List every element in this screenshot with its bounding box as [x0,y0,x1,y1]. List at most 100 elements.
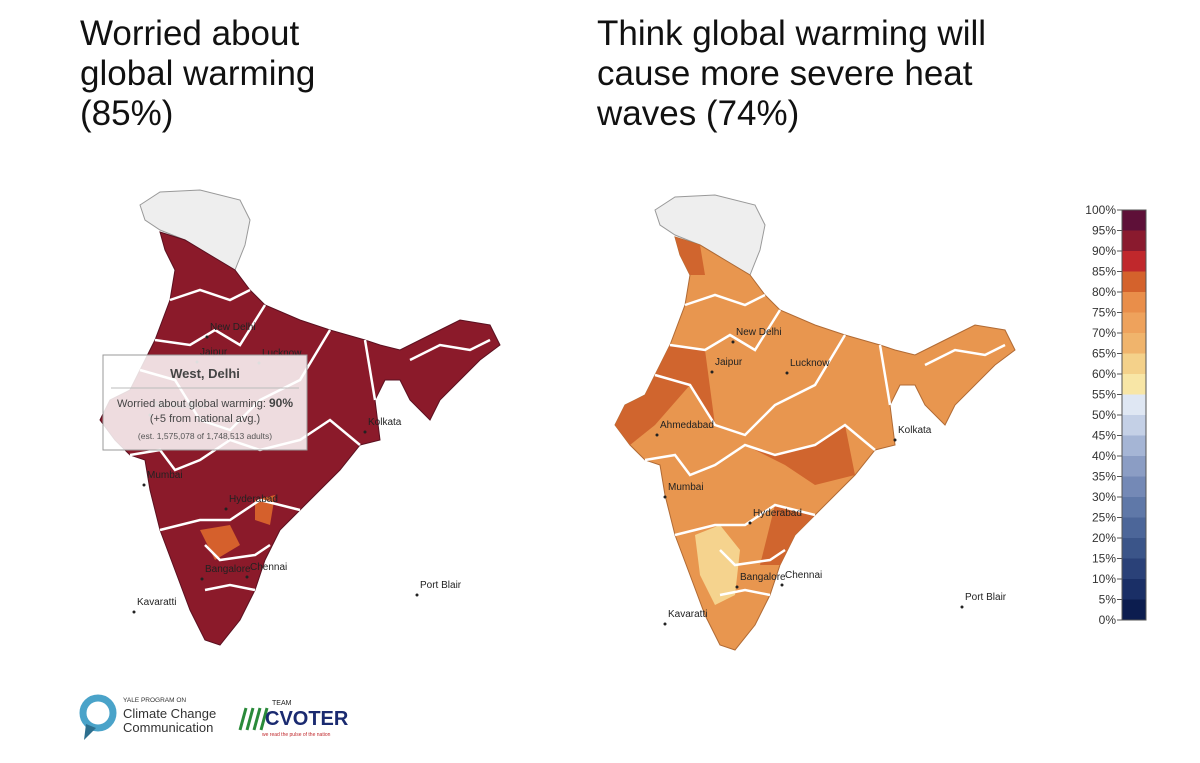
city-label: Mumbai [147,470,183,481]
city-dot [780,583,784,587]
logo-mark [79,694,117,732]
city-dot [960,605,964,609]
logo-mark [84,724,96,740]
city: Hyderabad [224,494,278,511]
city-label: Hyderabad [229,494,278,505]
logo-text: Climate Change [123,706,216,721]
region [200,525,240,560]
city: Mumbai [142,470,183,487]
city-label: Chennai [785,570,822,581]
city: Bangalore [200,564,251,581]
city: Port Blair [415,580,462,597]
city-label: Jaipur [200,347,228,358]
legend-label: 0% [1099,613,1117,627]
legend-label: 75% [1092,306,1116,320]
city-dot [748,521,752,525]
legend-swatch [1122,312,1146,333]
map-title: Think global warming will [597,14,986,53]
city-label: Bangalore [740,572,786,583]
city-dot [785,371,789,375]
logo-text: TEAM [272,700,292,707]
city-dot [710,370,714,374]
city-label: Kavaratti [137,597,176,608]
legend-swatch [1122,517,1146,538]
city-label: Ahmedabad [660,420,714,431]
tooltip-diff: (+5 from national avg.) [150,413,260,425]
city-label: Kolkata [368,417,402,428]
region [615,345,715,445]
legend-label: 95% [1092,224,1116,238]
legend-label: 40% [1092,449,1116,463]
map-left [99,189,501,646]
legend-label: 100% [1085,203,1116,217]
logo-cvoter: TEAM CVOTER we read the pulse of the nat… [238,700,349,738]
legend-label: 35% [1092,470,1116,484]
legend-swatch [1122,333,1146,354]
legend-swatch [1122,538,1146,559]
city: Lucknow [785,358,830,375]
city-dot [224,507,228,511]
legend-label: 65% [1092,347,1116,361]
legend-label: 30% [1092,490,1116,504]
legend-label: 85% [1092,265,1116,279]
city: Bangalore [735,572,786,589]
legend-label: 15% [1092,552,1116,566]
city: New Delhi [205,322,256,339]
legend-label: 80% [1092,285,1116,299]
region [695,525,740,605]
city-dot [142,483,146,487]
city-label: Port Blair [420,580,462,591]
map-right [614,194,1016,651]
city-dot [245,575,249,579]
city: Ahmedabad [655,420,714,437]
legend-label: 25% [1092,511,1116,525]
logo-text: we read the pulse of the nation [262,732,331,738]
city-label: Lucknow [262,348,302,359]
tooltip-value: 90% [269,396,293,410]
legend-swatch [1122,210,1146,231]
city: Kolkata [893,425,932,442]
city: Mumbai [663,482,704,499]
tooltip-line: Worried about global warming: 90% [117,396,293,410]
city-label: New Delhi [210,322,256,333]
city-dot [731,340,735,344]
region [760,505,815,565]
tooltip-box [102,354,308,451]
legend-label: 55% [1092,388,1116,402]
logo-text: CVOTER [265,708,349,730]
city-label: Jaipur [715,357,743,368]
tooltip-label: Worried about global warming: [117,398,266,410]
map-title: Worried about [80,14,299,53]
legend-swatch [1122,230,1146,251]
city-dot [735,585,739,589]
legend-swatch [1122,497,1146,518]
region [745,425,855,485]
legend-label: 90% [1092,244,1116,258]
city-dot [205,335,209,339]
legend-swatch [1122,415,1146,436]
city-label: Kavaratti [668,609,707,620]
city-dot [893,438,897,442]
tooltip-estimate: (est. 1,575,078 of 1,748,513 adults) [138,431,272,441]
legend-swatch [1122,435,1146,456]
city-label: Lucknow [790,358,830,369]
city: Chennai [780,570,822,587]
city-label: Chennai [250,562,287,573]
legend-swatch [1122,251,1146,272]
city: Port Blair [960,592,1007,609]
map-title: cause more severe heat [597,54,973,93]
city-dot [663,622,667,626]
city: Chennai [245,562,287,579]
map-title: waves (74%) [596,94,799,133]
city-label: New Delhi [736,327,782,338]
city-dot [415,593,419,597]
legend-label: 5% [1099,593,1117,607]
legend-label: 60% [1092,367,1116,381]
region [675,237,705,275]
city: Kavaratti [663,609,707,626]
legend-label: 20% [1092,531,1116,545]
city-dot [363,430,367,434]
legend-swatch [1122,394,1146,415]
city-dot [200,577,204,581]
